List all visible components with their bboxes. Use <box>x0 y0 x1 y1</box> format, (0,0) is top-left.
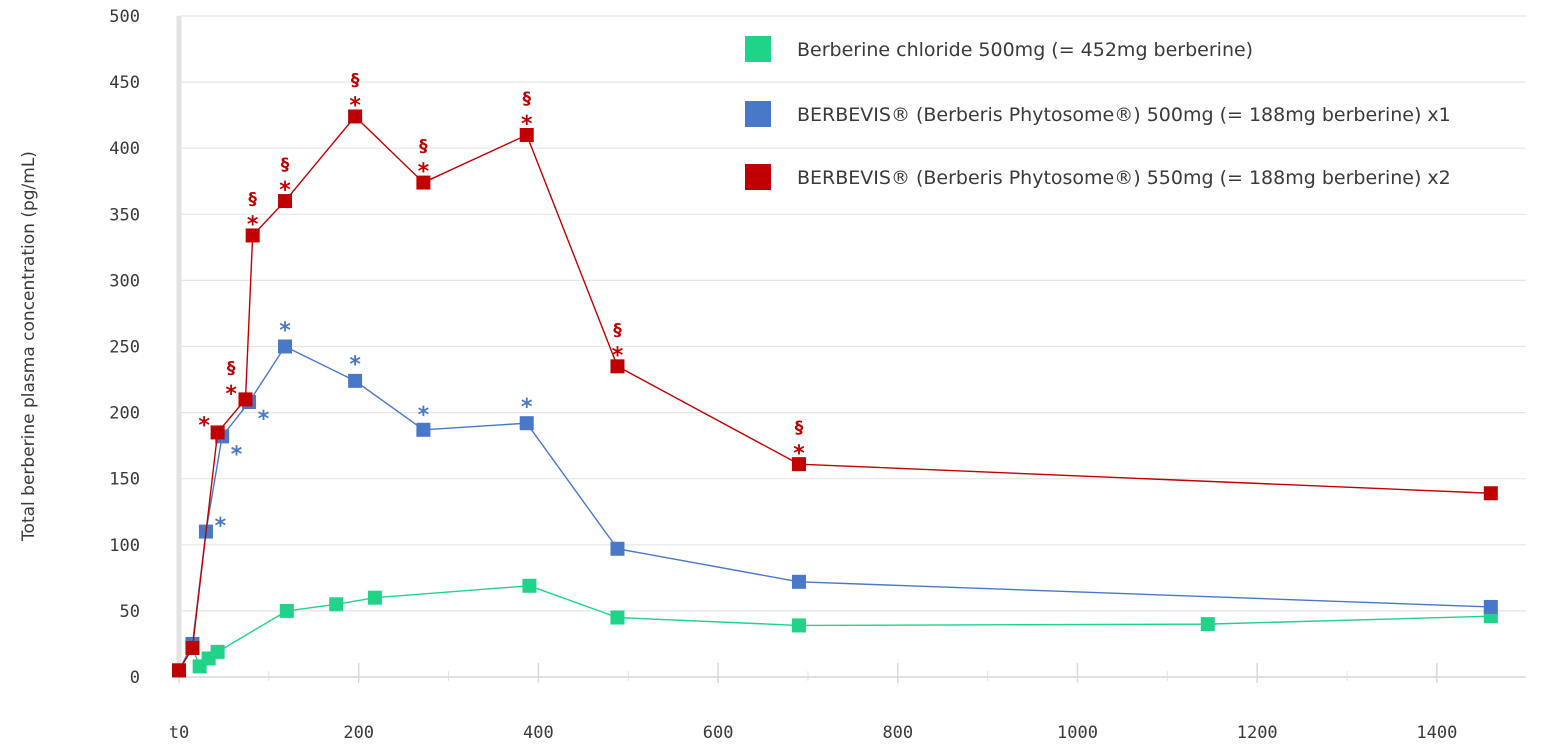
y-tick-label: 500 <box>109 7 140 27</box>
series-2 <box>172 339 1498 678</box>
data-point <box>610 541 625 556</box>
series-lines <box>172 109 1498 678</box>
significance-star: * <box>418 403 430 428</box>
legend-entry: Berberine chloride 500mg (= 452mg berber… <box>797 39 1253 61</box>
data-point <box>1483 486 1498 501</box>
data-point <box>185 640 200 655</box>
significance-star: * <box>215 514 227 539</box>
y-tick-label: 200 <box>109 404 140 424</box>
significance-star: * <box>612 343 624 368</box>
y-tick-label: 150 <box>109 470 140 490</box>
data-point <box>416 422 431 437</box>
significance-section: § <box>351 70 360 90</box>
x-tick-label: 600 <box>703 723 734 743</box>
significance-section: § <box>281 155 290 175</box>
y-tick-label: 350 <box>109 205 140 225</box>
x-tick-label: t0 <box>169 723 189 743</box>
significance-section: § <box>795 418 804 438</box>
significance-star: * <box>258 407 270 432</box>
significance-star: * <box>231 443 243 468</box>
x-tick-label: 200 <box>343 723 374 743</box>
data-point <box>522 578 537 593</box>
data-point <box>172 663 186 678</box>
significance-section: § <box>613 320 622 340</box>
data-point <box>1483 599 1498 614</box>
data-point <box>245 228 260 243</box>
y-tick-label: 300 <box>109 271 140 291</box>
data-point <box>610 359 625 374</box>
significance-star: * <box>349 94 361 119</box>
significance-star: * <box>247 213 259 238</box>
data-point <box>367 590 382 605</box>
legend-entry: BERBEVIS® (Berberis Phytosome®) 500mg (=… <box>797 104 1451 126</box>
y-tick-label: 100 <box>109 536 140 556</box>
series-3 <box>172 109 1498 678</box>
legend-swatch <box>745 164 771 190</box>
data-point <box>279 603 294 618</box>
data-point <box>348 373 363 388</box>
y-tick-label: 250 <box>109 338 140 358</box>
data-point <box>610 610 625 625</box>
significance-star: * <box>198 414 210 439</box>
series-1 <box>172 578 1498 678</box>
legend: Berberine chloride 500mg (= 452mg berber… <box>745 36 1451 190</box>
significance-section: § <box>227 359 236 379</box>
significance-star: * <box>279 318 291 343</box>
data-point <box>210 425 225 440</box>
legend-swatch <box>745 36 771 62</box>
x-tick-label: 1200 <box>1237 723 1278 743</box>
data-point <box>791 457 806 472</box>
y-axis-title: Total berberine plasma concentration (pg… <box>19 151 39 542</box>
data-point <box>1200 617 1215 632</box>
significance-star: * <box>418 160 430 185</box>
x-tick-label: 1000 <box>1057 723 1098 743</box>
y-tick-label: 50 <box>120 602 140 622</box>
significance-section: § <box>522 89 531 109</box>
significance-star: * <box>279 178 291 203</box>
x-tick-label: 1400 <box>1416 723 1457 743</box>
y-tick-label: 0 <box>130 668 140 688</box>
data-point <box>329 597 344 612</box>
axes: 0 50 100 150 200 250 300 350 400 450 500 t0 200 400 60… <box>109 7 1526 743</box>
data-point <box>519 127 534 142</box>
y-tick-label: 400 <box>109 139 140 159</box>
data-point <box>519 416 534 431</box>
significance-section: § <box>419 137 428 157</box>
significance-annotations: * * * * * * * * * § * § * § * § * § * § * § * § <box>198 70 805 539</box>
significance-star: * <box>521 112 533 137</box>
legend-swatch <box>745 101 771 127</box>
significance-star: * <box>225 382 237 407</box>
data-point <box>791 618 806 633</box>
data-point <box>348 109 363 124</box>
significance-star: * <box>521 395 533 420</box>
series-line <box>178 115 1491 671</box>
data-point <box>416 175 431 190</box>
significance-star: * <box>349 353 361 378</box>
data-point <box>210 644 225 659</box>
y-tick-label: 450 <box>109 73 140 93</box>
significance-star: * <box>793 441 805 466</box>
data-point <box>278 194 293 209</box>
x-tick-label: 800 <box>882 723 913 743</box>
data-point <box>278 339 293 354</box>
legend-entry: BERBEVIS® (Berberis Phytosome®) 550mg (=… <box>797 167 1451 189</box>
data-point <box>238 392 253 407</box>
x-tick-label: 400 <box>523 723 554 743</box>
significance-section: § <box>248 189 257 209</box>
grid-lines <box>179 15 1526 678</box>
data-point <box>791 574 806 589</box>
